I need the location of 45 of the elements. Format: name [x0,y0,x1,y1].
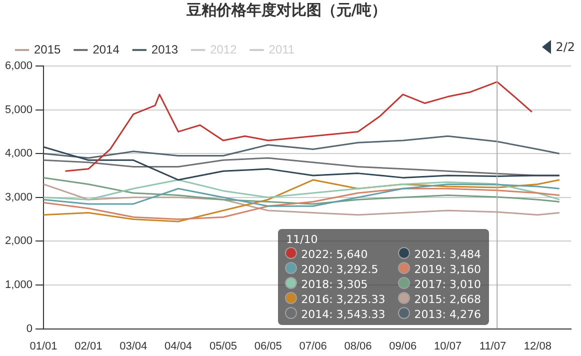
annotation: : 5,640 [329,248,368,261]
y-tick-label: 6,000 [4,60,33,72]
x-tick-label: 12/08 [524,340,552,352]
x-tick-label: 10/07 [434,340,462,352]
legend-label: 2017 [414,278,442,291]
annotation: : 3,305 [329,278,368,291]
x-tick-label: 05/05 [209,340,237,352]
legend-label: 2016 [301,292,330,306]
legend-label: 2015 [414,292,442,306]
x-tick-label: 08/06 [344,340,372,352]
y-tick-label: 1,000 [4,279,33,292]
x-tick-label: 11/07 [479,340,506,352]
y-tick-label: 2,000 [4,235,33,248]
legend-label: 2020 [301,262,330,276]
x-tick-label: 03/04 [120,340,148,352]
y-tick-label: 5,000 [4,104,33,116]
x-tick-label: 06/05 [254,340,282,352]
annotation: : 2,668 [442,292,481,306]
chart-title: 豆粕价格年度对比图（元/吨） [185,0,387,19]
annotation: 11/10 [286,232,318,246]
text: 2015 [34,42,61,56]
text: 2013 [414,308,442,321]
legend-label: 2013 [151,42,178,56]
annotation: : 3,484 [442,248,481,261]
text: 2014 [301,308,330,321]
x-tick-label: 02/01 [74,340,102,352]
y-tick-label: 3,000 [4,191,33,204]
legend-label: 2021 [414,248,442,261]
x-tick-label: 01/01 [30,340,58,352]
text: 2/2 [556,40,575,54]
annotation: : 3,292.5 [329,262,378,276]
annotation: : 3,225.33 [329,292,386,306]
x-tick-label: 04/04 [164,340,192,352]
annotation: : 3,543.33 [329,308,386,321]
x-tick-label: 07/06 [299,340,327,352]
legend-label: 2019 [414,262,442,276]
legend-label: 2014 [92,42,120,56]
legend-label: 2022 [301,248,330,261]
y-tick-label: 4,000 [4,148,33,160]
annotation: : 3,160 [442,262,481,276]
x-tick-label: 09/06 [389,340,417,352]
legend-label: 2018 [301,278,330,291]
annotation: : 4,276 [442,308,481,321]
annotation: : 3,010 [442,278,481,291]
y-tick-label: 0 [26,322,33,335]
